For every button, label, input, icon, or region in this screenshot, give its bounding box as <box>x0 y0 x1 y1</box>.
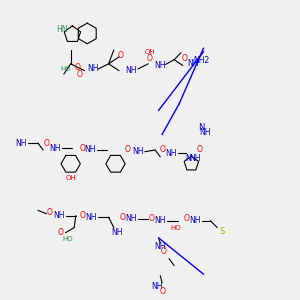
Text: N: N <box>199 123 205 132</box>
Text: O: O <box>47 208 53 217</box>
Text: NH: NH <box>85 213 97 222</box>
Text: NH: NH <box>132 147 144 156</box>
Text: O: O <box>80 211 86 220</box>
Text: N: N <box>185 154 191 163</box>
Text: HO: HO <box>62 236 73 242</box>
Text: NH: NH <box>189 154 201 163</box>
Text: HN: HN <box>56 25 68 34</box>
Text: NH: NH <box>125 66 137 75</box>
Text: O: O <box>124 146 130 154</box>
Text: NH: NH <box>53 211 64 220</box>
Text: S: S <box>220 226 225 236</box>
Text: NH: NH <box>112 228 123 237</box>
Text: O: O <box>161 247 167 256</box>
Text: NH: NH <box>50 144 61 153</box>
Text: O: O <box>118 51 124 60</box>
Text: NH: NH <box>189 216 201 225</box>
Text: O: O <box>119 213 125 222</box>
Text: OH: OH <box>65 175 76 181</box>
Text: O: O <box>75 63 80 72</box>
Text: O: O <box>147 54 153 63</box>
Text: NH2: NH2 <box>194 56 210 65</box>
Text: NH: NH <box>154 61 166 70</box>
Text: NH: NH <box>87 64 99 74</box>
Text: NH: NH <box>154 242 166 251</box>
Text: O: O <box>183 214 189 224</box>
Text: NH: NH <box>165 149 176 158</box>
Text: NH: NH <box>125 214 137 224</box>
Text: O: O <box>57 228 63 237</box>
Text: O: O <box>159 146 165 154</box>
Text: O: O <box>149 214 155 224</box>
Text: NH: NH <box>154 216 166 225</box>
Text: O: O <box>197 146 203 154</box>
Text: OH: OH <box>145 49 155 55</box>
Text: HO: HO <box>170 225 181 231</box>
Text: O: O <box>44 139 50 148</box>
Text: O: O <box>182 54 188 63</box>
Text: O: O <box>159 287 165 296</box>
Text: NH: NH <box>200 128 211 137</box>
Text: NH: NH <box>188 59 199 68</box>
Text: NH: NH <box>15 139 26 148</box>
Text: NH: NH <box>84 146 95 154</box>
Text: HO: HO <box>60 66 71 72</box>
Text: NH: NH <box>151 282 163 291</box>
Text: O: O <box>80 144 86 153</box>
Text: O: O <box>76 70 82 79</box>
